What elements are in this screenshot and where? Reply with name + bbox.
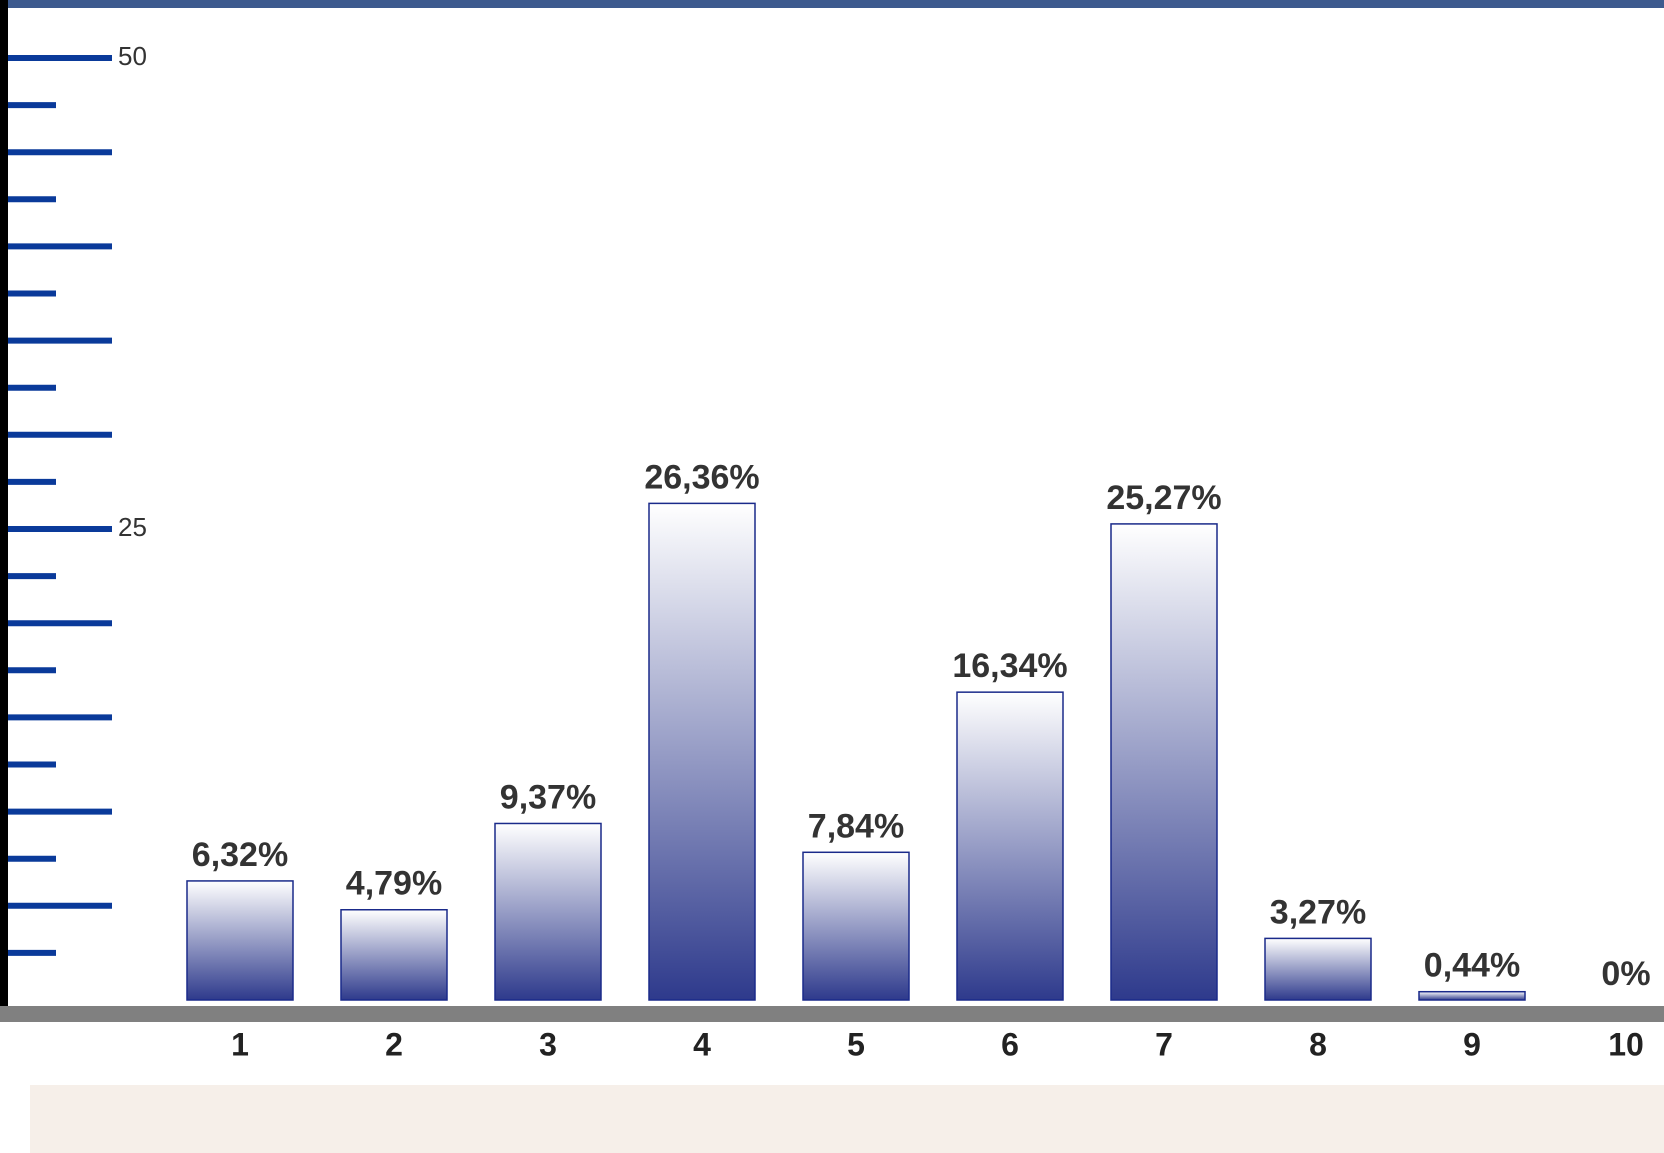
y-tick-label: 50 <box>118 41 147 71</box>
people-strip <box>30 1085 1664 1153</box>
x-tick-label: 7 <box>1155 1026 1173 1062</box>
bar <box>494 822 602 1001</box>
y-tick-label: 25 <box>118 512 147 542</box>
value-label: 9,37% <box>500 778 596 816</box>
value-label: 25,27% <box>1106 479 1221 517</box>
value-label: 0% <box>1601 955 1650 993</box>
value-label: 26,36% <box>644 458 759 496</box>
value-label: 3,27% <box>1270 893 1366 931</box>
bar <box>186 880 294 1001</box>
left-border <box>0 0 8 1010</box>
bar <box>1418 990 1526 1001</box>
value-label: 16,34% <box>952 647 1067 685</box>
x-tick-label: 3 <box>539 1026 557 1062</box>
bar <box>802 851 910 1001</box>
value-label: 7,84% <box>808 807 904 845</box>
bar <box>956 691 1064 1001</box>
x-tick-label: 6 <box>1001 1026 1019 1062</box>
x-tick-label: 8 <box>1309 1026 1327 1062</box>
x-tick-label: 9 <box>1463 1026 1481 1062</box>
x-tick-label: 4 <box>693 1026 711 1062</box>
value-label: 0,44% <box>1424 947 1520 985</box>
x-tick-label: 10 <box>1608 1026 1644 1062</box>
bar <box>1264 937 1372 1001</box>
value-label: 4,79% <box>346 865 442 903</box>
x-tick-label: 1 <box>231 1026 249 1062</box>
top-border <box>0 0 1664 8</box>
bar <box>340 909 448 1001</box>
x-axis-bar <box>0 1006 1664 1022</box>
x-tick-label: 2 <box>385 1026 403 1062</box>
bar <box>648 502 756 1001</box>
value-label: 6,32% <box>192 836 288 874</box>
bar <box>1110 523 1218 1001</box>
x-tick-label: 5 <box>847 1026 865 1062</box>
